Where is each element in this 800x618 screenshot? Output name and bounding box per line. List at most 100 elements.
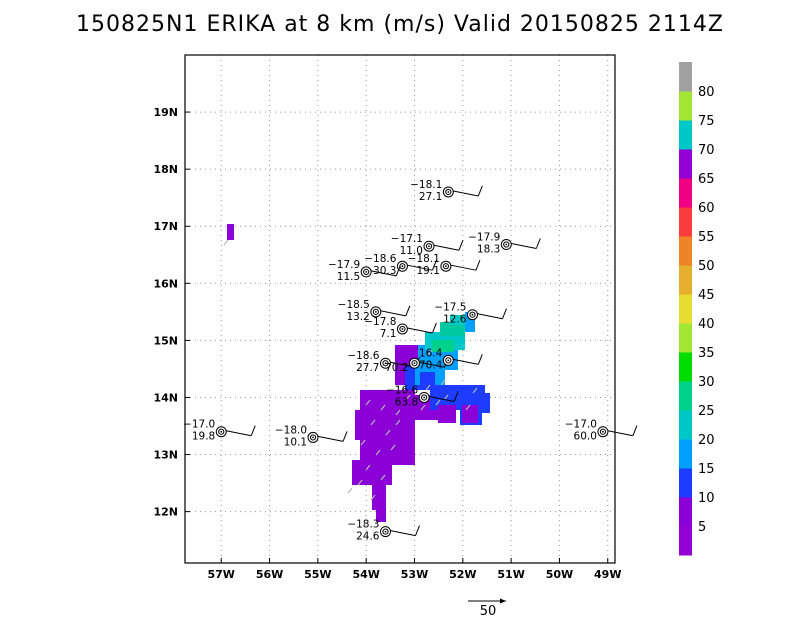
tick-label-lon: 50W	[546, 568, 573, 581]
longitude-labels: 57W 56W 55W 54W 53W 52W 51W 50W 49W	[208, 558, 621, 581]
observation-temperature: −17.9	[328, 259, 360, 271]
station-inner-ring	[399, 325, 406, 333]
colorbar-label: 75	[698, 114, 715, 129]
colorbar-segment	[679, 352, 692, 382]
observation-marker: 16.470.4	[419, 347, 483, 371]
observation-markers: −18.127.1−17.111.0−17.918.3−18.630.3−18.…	[183, 179, 638, 543]
station-inner-ring	[218, 428, 225, 435]
field-pixel-block	[450, 315, 470, 325]
station-inner-ring	[503, 241, 510, 248]
station-dot	[447, 359, 450, 362]
observation-wind-speed: 13.2	[346, 311, 369, 323]
observation-wind-speed: 12.6	[443, 314, 467, 326]
wind-barb-staff	[419, 361, 445, 368]
field-pixel-block	[376, 510, 386, 522]
wind-arrow	[405, 394, 411, 401]
observation-temperature: −17.5	[434, 302, 466, 314]
wind-barb-staff	[453, 190, 479, 197]
tick-label-lat: 13N	[153, 449, 178, 462]
wind-arrow	[357, 479, 363, 486]
observation-marker: −18.127.1	[410, 179, 483, 203]
tick-label-lon: 52W	[449, 568, 476, 581]
wind-arrow	[375, 449, 381, 456]
observation-temperature: −17.8	[364, 316, 396, 328]
wind-barb-flag	[477, 185, 483, 197]
wind-barb-flag	[431, 260, 437, 271]
colorbar-label: 25	[698, 404, 715, 419]
wind-arrow	[427, 349, 433, 356]
station-inner-ring	[469, 311, 476, 318]
station-dot	[365, 270, 368, 273]
wind-arrow	[347, 487, 353, 494]
colorbar-label: 70	[698, 143, 715, 158]
observation-wind-speed: 11.0	[400, 245, 423, 257]
wind-arrow	[223, 239, 229, 246]
observation-wind-speed: 11.5	[337, 271, 360, 283]
latitude-labels: 12N 13N 14N 15N 16N 17N 18N 19N	[153, 106, 190, 519]
colorbar-segment	[679, 381, 692, 411]
observation-temperature: −17.0	[565, 419, 597, 431]
field-pixel-block	[420, 372, 435, 390]
wind-arrow	[465, 404, 471, 411]
wind-barb-staff	[429, 395, 455, 402]
tick-label-lon: 54W	[352, 568, 379, 581]
colorbar-segment	[679, 410, 692, 440]
station-dot	[444, 265, 447, 268]
wind-barb-staff	[407, 264, 433, 271]
station-inner-ring	[363, 268, 370, 275]
reference-vector: 50	[468, 598, 506, 618]
station-inner-ring	[442, 263, 449, 270]
observation-wind-speed: 63.8	[395, 396, 418, 408]
station-inner-ring	[421, 394, 428, 401]
observation-temperature: −18.6	[347, 350, 379, 362]
field-pixel-block	[462, 405, 478, 423]
station-inner-ring	[445, 188, 452, 196]
tick-label-lon: 53W	[401, 568, 428, 581]
station-inner-ring	[372, 308, 379, 315]
station-dot	[471, 313, 474, 316]
wind-barb-flag	[475, 260, 481, 271]
wind-barb-staff	[380, 310, 406, 317]
colorbar-label: 45	[698, 288, 715, 303]
observation-marker: −17.911.5	[328, 259, 401, 283]
observation-marker: −17.918.3	[468, 232, 541, 256]
wind-arrow	[420, 404, 426, 411]
colorbar-segment	[679, 323, 692, 353]
colorbar-segment	[679, 439, 692, 469]
tick-label-lat: 19N	[153, 106, 178, 119]
wind-arrow	[370, 419, 376, 426]
wind-barb-flag	[632, 425, 638, 436]
colorbar-label: 5	[698, 520, 706, 535]
station-dot	[312, 436, 314, 439]
map-frame	[184, 54, 616, 564]
tick-label-lat: 17N	[153, 220, 178, 233]
colorbar-label: 55	[698, 230, 715, 245]
station-dot	[423, 396, 426, 399]
map-grid	[185, 55, 615, 563]
observation-marker: −17.019.8	[183, 419, 256, 443]
wind-arrow	[365, 464, 371, 471]
observation-wind-speed: 60.0	[574, 431, 597, 443]
observation-wind-speed: 18.3	[477, 244, 500, 256]
observation-wind-speed: 24.6	[356, 531, 380, 543]
colorbar-segment	[679, 149, 692, 179]
station-inner-ring	[411, 360, 418, 367]
observation-temperature: −18.5	[338, 299, 370, 311]
colorbar-label: 65	[698, 172, 715, 187]
colorbar-segment	[679, 62, 692, 92]
station-dot	[505, 243, 508, 246]
tick-label-lat: 18N	[153, 163, 178, 176]
station-dot	[401, 328, 404, 330]
observation-temperature: −18.1	[410, 179, 442, 191]
colorbar-label: 20	[698, 433, 715, 448]
field-pixel-block	[465, 312, 475, 332]
wind-arrow	[365, 399, 371, 406]
wind-barb-flag	[405, 305, 411, 317]
wind-arrow	[370, 494, 376, 501]
colorbar-segment	[679, 468, 692, 498]
wind-arrow	[425, 384, 431, 391]
observation-marker: −17.060.0	[565, 419, 638, 443]
field-pixel-block	[372, 485, 386, 510]
wind-barb-flag	[415, 525, 420, 536]
colorbar-segment	[679, 497, 692, 527]
